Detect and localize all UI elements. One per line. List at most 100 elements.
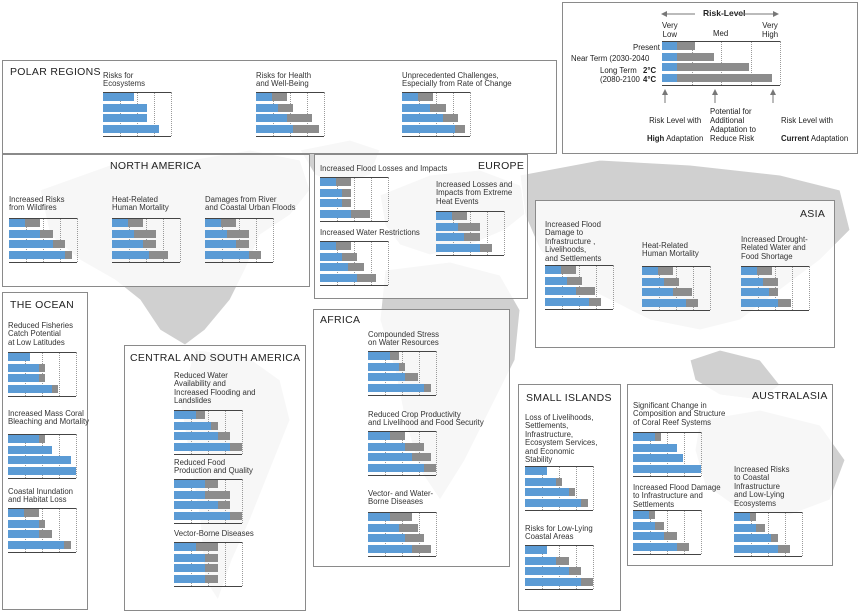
high-adaptation-segment bbox=[741, 277, 763, 286]
risk-bar bbox=[8, 530, 76, 538]
high-adaptation-segment bbox=[545, 276, 567, 285]
high-adaptation-segment bbox=[174, 553, 205, 562]
risk-bar bbox=[320, 273, 388, 282]
risk-chart bbox=[633, 432, 702, 477]
grid-line bbox=[163, 218, 164, 262]
chart-baseline bbox=[9, 262, 77, 263]
grid-line bbox=[780, 41, 781, 85]
risk-label: Loss of Livelihoods, Settlements, Infras… bbox=[525, 413, 598, 465]
chart-baseline bbox=[320, 241, 388, 242]
risk-bar bbox=[734, 534, 802, 542]
chart-baseline bbox=[112, 262, 180, 263]
grid-line bbox=[684, 510, 685, 554]
high-adaptation-segment bbox=[256, 114, 287, 122]
risk-bar bbox=[368, 442, 436, 451]
risk-bar bbox=[368, 352, 436, 360]
risk-bar bbox=[368, 544, 436, 553]
high-adaptation-segment bbox=[525, 577, 581, 586]
high-adaptation-segment bbox=[174, 411, 196, 419]
risk-bar bbox=[633, 464, 701, 473]
risk-bar bbox=[205, 219, 273, 227]
risk-label: Reduced Water Availability and Increased… bbox=[174, 371, 256, 406]
high-adaptation-segment bbox=[525, 556, 556, 565]
high-adaptation-segment bbox=[436, 233, 464, 241]
chart-baseline bbox=[734, 556, 802, 557]
high-adaptation-segment bbox=[256, 124, 293, 133]
high-adaptation-segment bbox=[368, 544, 412, 553]
high-adaptation-segment bbox=[320, 178, 336, 186]
risk-bar bbox=[436, 233, 504, 241]
current-adaptation-segment bbox=[662, 52, 714, 61]
risk-bar bbox=[436, 222, 504, 231]
risk-bar bbox=[256, 114, 324, 122]
high-adaptation-segment bbox=[633, 464, 701, 473]
high-adaptation-segment bbox=[633, 511, 649, 519]
high-adaptation-segment bbox=[103, 114, 147, 122]
risk-label: Increased Flood Losses and Impacts bbox=[320, 164, 448, 173]
grid-line bbox=[77, 218, 78, 262]
high-adaptation-segment bbox=[205, 219, 221, 227]
grid-line bbox=[792, 266, 793, 310]
risk-label: Compounded Stress on Water Resources bbox=[368, 330, 440, 348]
chart-baseline bbox=[368, 431, 436, 432]
chart-baseline bbox=[320, 285, 388, 286]
grid-line bbox=[76, 434, 77, 478]
high-adaptation-segment bbox=[205, 250, 249, 259]
high-adaptation-segment bbox=[256, 103, 278, 112]
grid-line bbox=[324, 92, 325, 136]
risk-bar bbox=[734, 513, 802, 521]
high-adaptation-segment bbox=[368, 383, 424, 392]
high-adaptation-segment bbox=[402, 124, 455, 133]
high-adaptation-segment bbox=[545, 266, 561, 274]
risk-bar bbox=[8, 363, 76, 372]
grid-line bbox=[802, 512, 803, 556]
grid-line bbox=[225, 542, 226, 586]
grid-line bbox=[419, 351, 420, 395]
risk-bar bbox=[633, 532, 701, 540]
risk-bar bbox=[642, 298, 710, 307]
grid-line bbox=[470, 92, 471, 136]
risk-label: Increased Water Restrictions bbox=[320, 228, 420, 237]
current-adaptation-segment bbox=[662, 73, 772, 82]
risk-chart bbox=[734, 512, 803, 557]
chart-baseline bbox=[320, 177, 388, 178]
risk-bar bbox=[402, 93, 470, 101]
chart-baseline bbox=[525, 510, 593, 511]
risk-chart bbox=[8, 352, 77, 397]
risk-bar bbox=[112, 219, 180, 227]
legend-arrowhead-left bbox=[661, 11, 667, 17]
risk-bar bbox=[741, 277, 809, 286]
chart-baseline bbox=[436, 255, 504, 256]
region-title: AUSTRALASIA bbox=[752, 390, 828, 402]
risk-bar bbox=[368, 523, 436, 532]
chart-baseline bbox=[256, 92, 324, 93]
risk-chart bbox=[741, 266, 810, 311]
risk-bar bbox=[545, 287, 613, 295]
risk-bar bbox=[642, 267, 710, 275]
grid-line bbox=[354, 177, 355, 221]
high-adaptation-segment bbox=[734, 534, 771, 542]
grid-line bbox=[596, 265, 597, 309]
region-panel bbox=[2, 154, 310, 287]
risk-bar bbox=[174, 480, 242, 488]
risk-bar bbox=[436, 243, 504, 252]
chart-baseline bbox=[368, 351, 436, 352]
high-adaptation-segment bbox=[8, 445, 52, 454]
risk-bar bbox=[320, 263, 388, 271]
legend-sample-chart bbox=[662, 41, 781, 86]
risk-bar bbox=[8, 445, 76, 454]
high-adaptation-segment bbox=[662, 42, 677, 50]
risk-chart bbox=[103, 92, 172, 137]
chart-baseline bbox=[174, 479, 242, 480]
grid-line bbox=[180, 218, 181, 262]
high-adaptation-segment bbox=[8, 466, 76, 475]
region-title: ASIA bbox=[800, 208, 826, 220]
high-adaptation-segment bbox=[174, 511, 230, 520]
legend-current-1: Risk Level with bbox=[781, 116, 833, 125]
risk-bar bbox=[741, 267, 809, 275]
risk-bar bbox=[320, 252, 388, 261]
risk-bar bbox=[174, 421, 242, 430]
grid-line bbox=[701, 510, 702, 554]
high-adaptation-segment bbox=[545, 287, 576, 295]
risk-bar bbox=[436, 212, 504, 220]
